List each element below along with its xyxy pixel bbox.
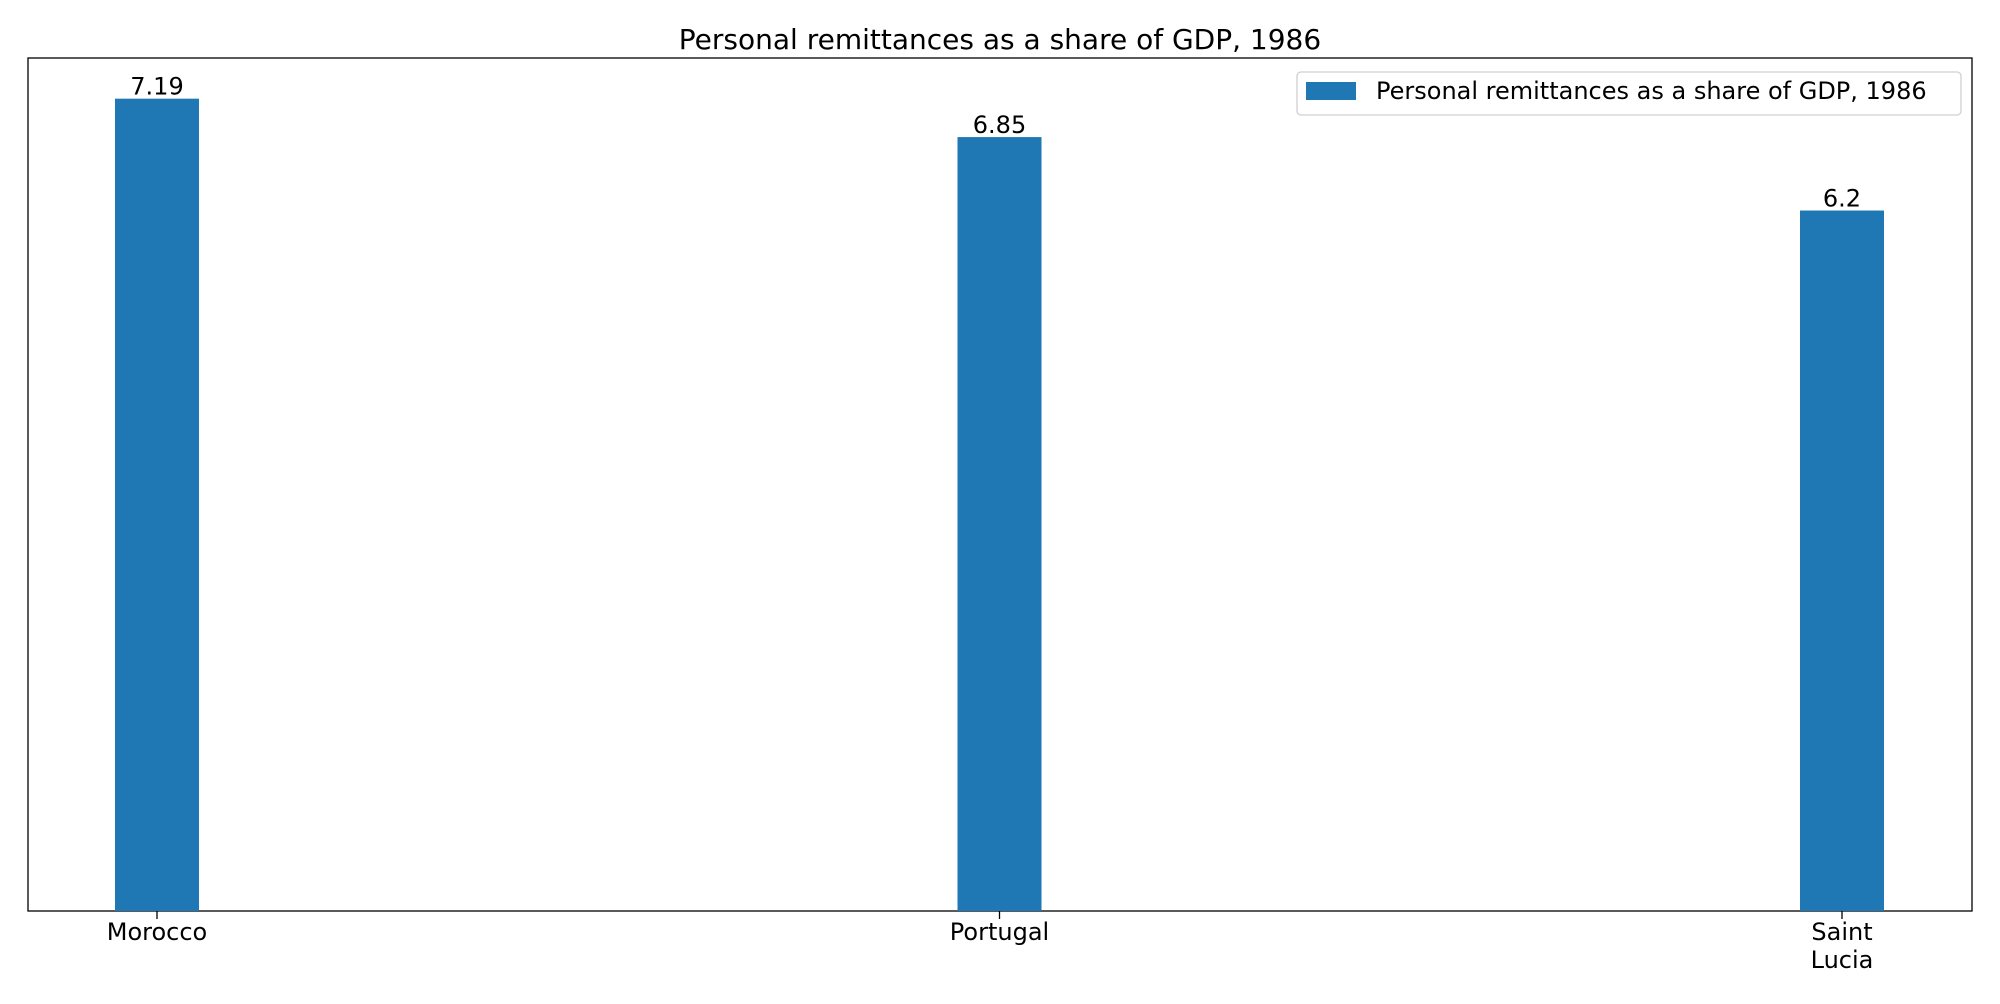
bar-morocco <box>115 98 199 911</box>
x-tick-label-line: Lucia <box>1811 946 1874 974</box>
x-tick-label-saint-lucia: Saint Lucia <box>1811 918 1874 974</box>
x-tick-label-line: Morocco <box>107 918 208 946</box>
legend-swatch <box>1306 82 1356 100</box>
legend-frame <box>1296 71 1962 116</box>
value-label-saint-lucia: 6.2 <box>1823 185 1861 213</box>
bar-portugal <box>957 137 1042 912</box>
chart-title: Personal remittances as a share of GDP, … <box>679 23 1321 56</box>
value-labels-layer: 7.19 6.85 6.2 <box>130 73 1861 213</box>
x-tick-label-line: Saint <box>1811 918 1872 946</box>
x-tick-label-portugal: Portugal <box>950 918 1049 946</box>
value-label-portugal: 6.85 <box>973 111 1026 139</box>
x-tick-label-line: Portugal <box>950 918 1049 946</box>
x-axis-ticks: Morocco Portugal Saint Lucia <box>107 911 1874 974</box>
bar-saint-lucia <box>1800 210 1884 911</box>
x-tick-label-morocco: Morocco <box>107 918 208 946</box>
bars-layer <box>115 98 1884 912</box>
legend: Personal remittances as a share of GDP, … <box>1296 71 1962 116</box>
value-label-morocco: 7.19 <box>130 73 183 101</box>
legend-label: Personal remittances as a share of GDP, … <box>1376 77 1927 105</box>
